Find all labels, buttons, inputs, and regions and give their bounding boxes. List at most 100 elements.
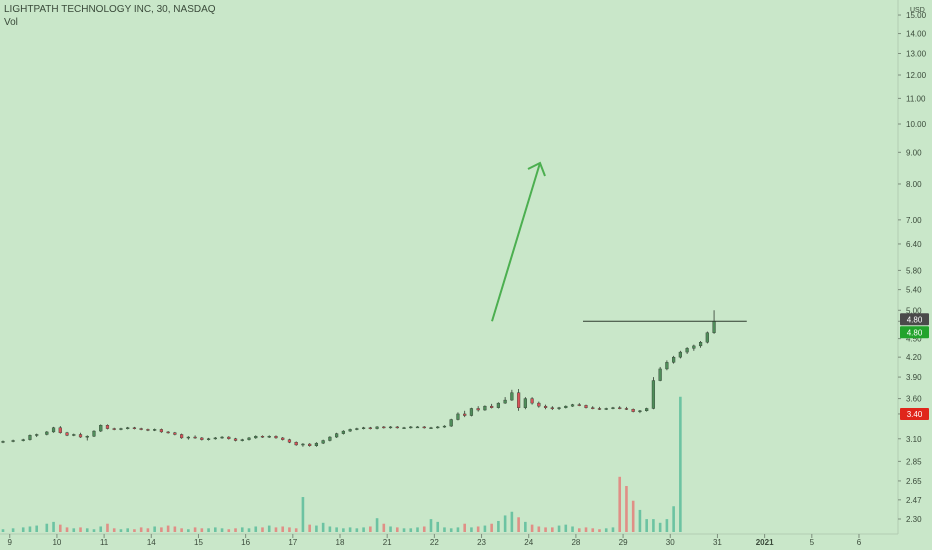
candle-body (442, 425, 447, 428)
volume-bar (85, 528, 89, 532)
volume-bar (483, 525, 487, 532)
candle-body (523, 398, 527, 408)
volume-bar (106, 523, 109, 532)
chart-legend: LIGHTPATH TECHNOLOGY INC, 30, NASDAQ Vol (4, 3, 216, 29)
candle-body (45, 431, 49, 435)
candle-body (328, 436, 332, 441)
price-tick-label: 4.20 (906, 353, 922, 362)
volume-bar (456, 527, 460, 532)
volume-bar (35, 525, 38, 532)
volume-bar (369, 526, 372, 532)
candle-body (126, 427, 130, 429)
candle-body (146, 429, 150, 431)
candle-body (429, 427, 433, 429)
time-tick-label: 24 (524, 538, 533, 547)
candle-body (58, 427, 62, 433)
trend-arrow-head (527, 161, 546, 177)
price-tick-label: 4.50 (906, 335, 922, 344)
candle-body (186, 436, 190, 439)
candle-body (105, 425, 110, 429)
volume-bar (571, 526, 574, 532)
candle-body (645, 408, 649, 412)
volume-bar (611, 527, 615, 532)
candle-body (193, 436, 197, 439)
candle-body (577, 404, 581, 406)
price-tag-dark (900, 313, 929, 326)
candle-body (348, 429, 352, 432)
candle-body (92, 430, 96, 437)
candle-body (388, 426, 393, 429)
volume-bar (348, 527, 352, 532)
symbol-title[interactable]: LIGHTPATH TECHNOLOGY INC, 30, NASDAQ (4, 4, 216, 15)
candle-body (220, 436, 224, 439)
volume-bar (274, 527, 278, 532)
price-tick-label: 2.30 (906, 515, 922, 524)
volume-label[interactable]: Vol (4, 17, 18, 28)
candle-body (530, 398, 534, 404)
candle-body (308, 443, 312, 447)
candle-body (361, 427, 366, 429)
candle-body (180, 434, 184, 439)
volume-bar (342, 528, 345, 532)
candle-body (618, 407, 622, 409)
price-tick-label: 7.00 (906, 216, 922, 225)
candle-body (112, 428, 116, 430)
volume-bar (672, 506, 675, 532)
candle-body (490, 405, 494, 408)
price-tick-label: 3.90 (906, 373, 922, 382)
volume-bar (382, 523, 386, 532)
time-tick-label: 5 (810, 538, 815, 547)
volume-bar (503, 515, 507, 532)
volume-bar (409, 528, 413, 532)
volume-bar (254, 526, 258, 532)
volume-bar (92, 529, 96, 532)
volume-bar (133, 529, 136, 532)
candle-body (591, 407, 595, 409)
price-tick-label: 2.85 (906, 457, 922, 466)
candle-body (503, 399, 507, 404)
volume-bar (463, 523, 466, 532)
volume-bar (476, 526, 480, 532)
candle-body (247, 437, 251, 440)
volume-bar (537, 526, 541, 532)
volume-bar (261, 527, 264, 532)
volume-bar (564, 524, 568, 532)
time-tick-label: 9 (8, 538, 13, 547)
candle-body (78, 434, 83, 438)
volume-bar (1, 529, 5, 532)
price-tick-label: 2.47 (906, 496, 922, 505)
candle-body (301, 443, 305, 446)
candle-body (638, 410, 642, 413)
candle-body (678, 351, 682, 358)
volume-bar (288, 527, 291, 532)
time-tick-label: 28 (571, 538, 580, 547)
volume-bar (362, 527, 365, 532)
candle-body (665, 362, 669, 370)
volume-bar (294, 528, 298, 532)
volume-bar (126, 528, 129, 532)
candle-body (698, 342, 703, 347)
price-tick-label: 10.00 (906, 120, 927, 129)
time-tick-label: 10 (52, 538, 61, 547)
candle-body (517, 392, 521, 408)
volume-bar (112, 528, 116, 532)
candle-body (476, 408, 480, 411)
volume-bar (146, 528, 150, 532)
price-tick-label: 2.65 (906, 477, 922, 486)
volume-bar (234, 528, 237, 532)
candle-body (314, 442, 319, 447)
time-tick-label: 22 (430, 538, 439, 547)
volume-bar (577, 528, 581, 532)
price-tick-label: 12.00 (906, 71, 927, 80)
volume-bar (544, 527, 547, 532)
volume-bar (645, 519, 648, 532)
candle-body (584, 405, 588, 408)
volume-bar (604, 528, 608, 532)
volume-bar (301, 497, 305, 532)
candle-body (564, 405, 568, 408)
volume-bar (166, 525, 170, 532)
candle-body (395, 426, 399, 429)
volume-bar (58, 524, 62, 532)
volume-bar (618, 476, 622, 532)
